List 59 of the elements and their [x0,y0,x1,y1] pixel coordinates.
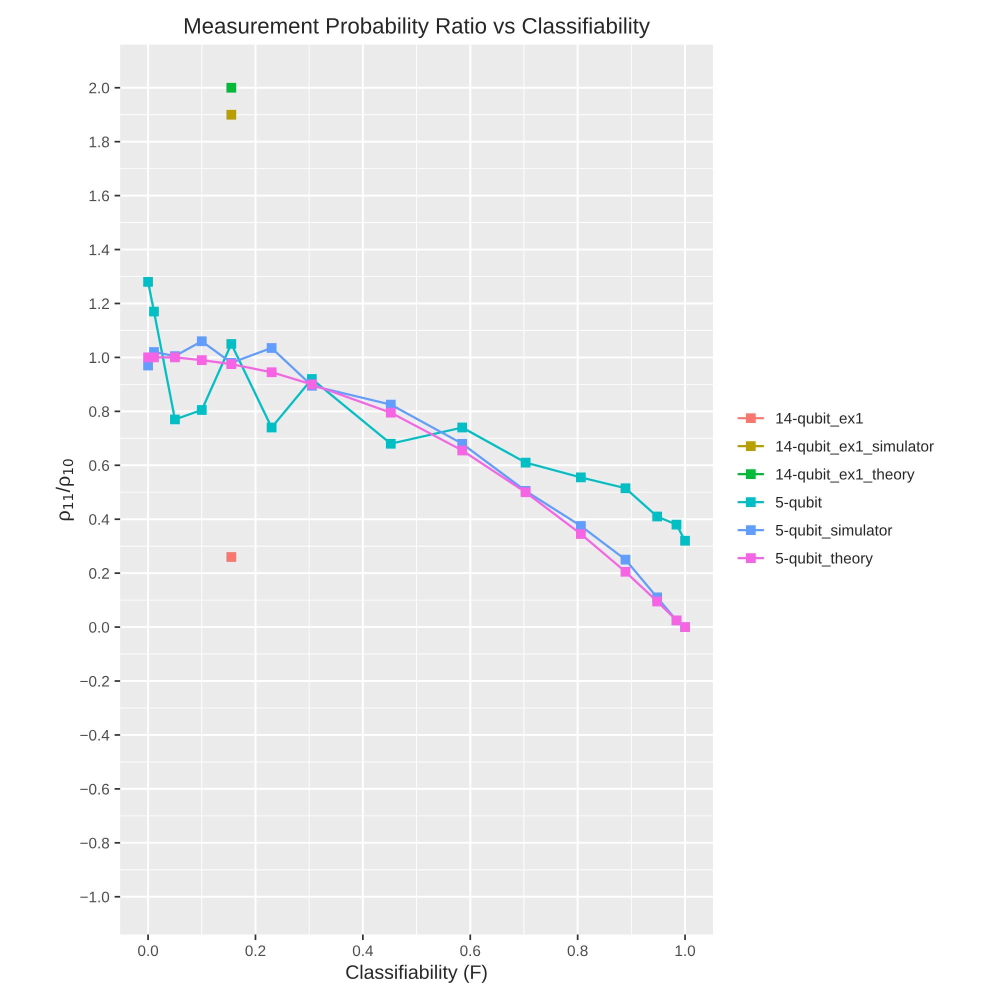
y-tick-label: 0.8 [89,406,110,418]
point [652,596,662,606]
x-tick-label: 0.2 [245,945,266,956]
point [266,367,276,378]
point [576,529,586,539]
y-tick-label: 0.0 [89,622,110,633]
y-tick-label: 1.6 [90,190,110,202]
x-tick-label: 0.6 [460,945,480,956]
point [226,552,236,562]
y-axis-title: ρ$_{11}$/ρ$_{10}$ [56,459,74,520]
point [226,82,236,93]
point [196,336,207,346]
legend-label: 14-qubit_ex1 [776,412,863,427]
y-tick-label: 0.2 [89,568,109,579]
y-tick-label: −0.2 [80,676,109,687]
point [457,446,468,456]
point [386,438,396,449]
y-tick-label: 1.0 [90,352,110,364]
x-tick-label: 1.0 [676,945,696,956]
y-tick-label: 1.2 [90,298,109,310]
legend-label: 14-qubit_ex1_theory [776,468,915,483]
point [226,110,236,120]
point [680,536,690,546]
point [620,483,630,494]
x-axis-title: Classifiability (F) [346,964,487,983]
y-tick-label: 0.4 [89,514,110,525]
x-tick-label: 0.4 [352,945,374,956]
x-tick-label: 0.0 [138,945,158,956]
y-tick-label: 2.0 [89,82,110,94]
point [620,554,630,565]
point [266,422,276,432]
point [620,566,630,577]
legend-label: 5-qubit_simulator [776,524,892,539]
point [386,408,396,418]
point [143,277,153,287]
point [576,472,586,482]
legend-label: 5-qubit_theory [776,552,873,567]
y-tick-label: −0.6 [80,784,110,795]
point [520,458,530,468]
x-tick-label: 0.8 [568,945,588,956]
point [457,422,468,432]
point [672,520,682,530]
point [226,339,236,349]
y-tick-label: 1.4 [90,244,110,256]
point [196,405,207,415]
y-tick-label: 0.6 [89,460,110,471]
y-tick-label: 1.8 [90,136,110,148]
point [196,355,207,365]
y-tick-label: −0.8 [80,838,110,849]
y-tick-label: −0.4 [80,730,110,741]
chart-title: Measurement Probability Ratio vs Classifiability [184,17,650,38]
point [149,352,159,362]
legend-label: 14-qubit_ex1_simulator [776,440,934,455]
point [652,512,662,522]
point [266,343,276,353]
point [149,306,159,316]
point [170,414,180,424]
y-tick-label: −1.0 [80,892,110,902]
legend-label: 5-qubit [776,496,822,511]
